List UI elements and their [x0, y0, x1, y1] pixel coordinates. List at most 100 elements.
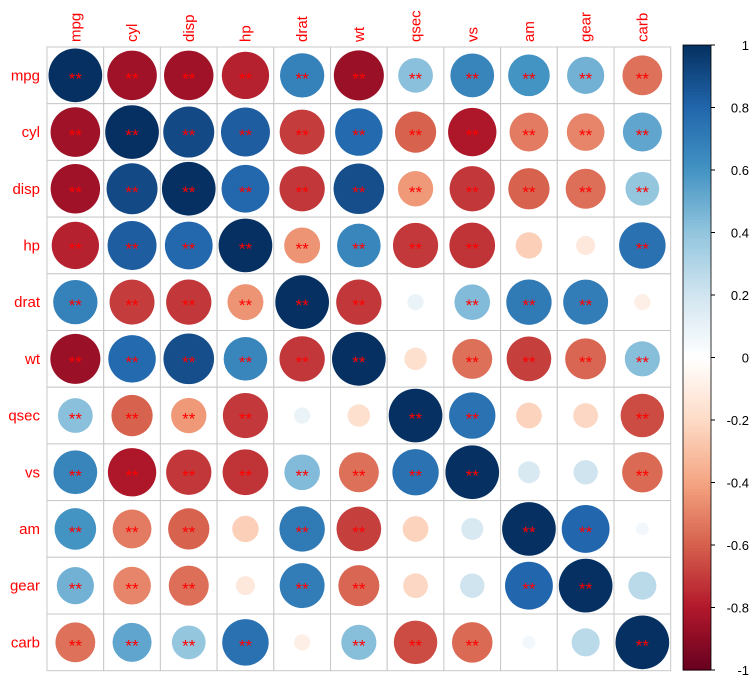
corr-circle-drat-disp — [166, 279, 212, 325]
colorbar-segment — [683, 45, 711, 49]
significance-label: ** — [636, 636, 650, 655]
colorbar-segment — [683, 566, 711, 571]
significance-label: ** — [352, 239, 366, 258]
corr-circle-carb-gear — [571, 628, 600, 657]
significance-label: ** — [409, 239, 423, 258]
colorbar-segment — [683, 551, 711, 555]
colorbar-segment — [683, 332, 711, 337]
corr-circle-drat-gear — [563, 279, 609, 325]
colorbar-segment — [683, 220, 711, 224]
corr-circle-wt-qsec — [404, 347, 427, 371]
significance-label: ** — [522, 523, 536, 542]
colorbar-segment — [683, 79, 711, 84]
colorbar-segment — [683, 270, 711, 274]
colorbar-segment — [683, 113, 711, 118]
colorbar-segment — [683, 170, 711, 174]
colorbar-segment — [683, 101, 711, 105]
colorbar-segment — [683, 320, 711, 324]
colorbar-segment — [683, 266, 711, 271]
corr-circle-disp-qsec — [397, 171, 434, 207]
colorbar-segment — [683, 601, 711, 605]
corr-circle-qsec-cyl — [111, 394, 153, 437]
corr-circle-gear-carb — [628, 571, 657, 600]
colorbar-segment — [683, 338, 711, 343]
colorbar-segment — [683, 363, 711, 368]
colorbar-segment — [683, 629, 711, 634]
colorbar-segment — [683, 213, 711, 218]
significance-label: ** — [636, 239, 650, 258]
corr-circle-drat-qsec — [407, 294, 424, 311]
corr-circle-qsec-mpg — [57, 398, 93, 433]
significance-label: ** — [352, 636, 366, 655]
corr-circle-wt-vs — [452, 338, 493, 379]
significance-label: ** — [466, 466, 480, 485]
row-label: disp — [12, 181, 40, 198]
colorbar-segment — [683, 557, 711, 562]
significance-label: ** — [69, 183, 83, 202]
corr-circle-gear-vs — [460, 573, 485, 598]
colorbar-segment — [683, 391, 711, 396]
significance-label: ** — [182, 410, 196, 429]
corr-circle-drat-vs — [454, 284, 491, 320]
corr-circle-hp-vs — [449, 222, 496, 269]
corr-circle-vs-hp — [222, 449, 269, 496]
significance-label: ** — [466, 296, 480, 315]
corr-circle-carb-carb — [615, 615, 670, 670]
significance-label: ** — [182, 580, 196, 599]
corr-circle-vs-vs — [445, 445, 500, 500]
corr-circle-cyl-vs — [448, 107, 497, 157]
significance-label: ** — [522, 69, 536, 88]
colorbar-segment — [683, 82, 711, 87]
colorbar-segment — [683, 595, 711, 599]
corr-circle-vs-mpg — [53, 450, 98, 495]
colorbar-segment — [683, 582, 711, 587]
colorbar-segment — [683, 616, 711, 621]
significance-label: ** — [409, 69, 423, 88]
significance-label: ** — [125, 239, 139, 258]
significance-label: ** — [69, 410, 83, 429]
colorbar-segment — [683, 648, 711, 652]
significance-label: ** — [69, 636, 83, 655]
colorbar-segment — [683, 279, 711, 284]
colorbar-segment — [683, 488, 711, 493]
significance-label: ** — [69, 353, 83, 372]
significance-label: ** — [296, 69, 310, 88]
corr-circle-mpg-hp — [221, 51, 270, 100]
corr-circle-cyl-mpg — [50, 107, 101, 157]
significance-label: ** — [466, 69, 480, 88]
colorbar-segment — [683, 563, 711, 568]
corr-circle-gear-wt — [338, 565, 380, 607]
significance-label: ** — [579, 296, 593, 315]
colorbar-segment — [683, 120, 711, 124]
corr-circle-mpg-qsec — [398, 57, 433, 93]
significance-label: ** — [125, 69, 139, 88]
significance-label: ** — [239, 636, 253, 655]
column-label: wt — [351, 26, 368, 43]
corr-circle-carb-cyl — [112, 622, 152, 662]
significance-label: ** — [352, 523, 366, 542]
significance-label: ** — [636, 410, 650, 429]
corr-circle-mpg-disp — [164, 50, 214, 101]
colorbar-segment — [683, 598, 711, 602]
corr-circle-carb-am — [522, 635, 536, 649]
corr-circle-drat-drat — [275, 275, 329, 329]
colorbar-segment — [683, 570, 711, 574]
significance-label: ** — [125, 353, 139, 372]
colorbar-segment — [683, 541, 711, 546]
significance-label: ** — [409, 410, 423, 429]
significance-label: ** — [125, 580, 139, 599]
corr-circle-am-wt — [336, 506, 382, 552]
colorbar-segment — [683, 291, 711, 296]
corr-circle-hp-hp — [218, 218, 273, 273]
colorbar-segment — [683, 241, 711, 246]
significance-label: ** — [466, 636, 480, 655]
significance-label: ** — [466, 410, 480, 429]
corr-circle-wt-wt — [332, 332, 386, 386]
colorbar-segment — [683, 410, 711, 415]
colorbar-segment — [683, 123, 711, 127]
corr-circle-mpg-mpg — [48, 48, 103, 103]
colorbar-segment — [683, 151, 711, 155]
significance-label: ** — [352, 580, 366, 599]
colorbar-segment — [683, 48, 711, 52]
colorbar-segment — [683, 554, 711, 559]
